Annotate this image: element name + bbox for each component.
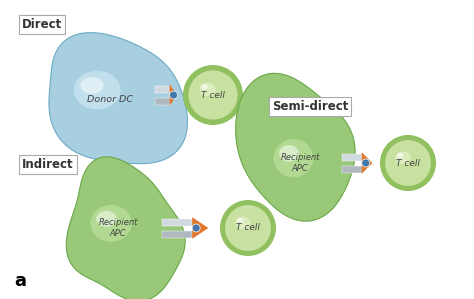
Circle shape (188, 70, 237, 120)
Text: Indirect: Indirect (22, 158, 73, 171)
Polygon shape (170, 84, 177, 106)
Circle shape (362, 159, 370, 167)
Circle shape (225, 205, 271, 251)
Ellipse shape (91, 205, 132, 242)
Circle shape (192, 224, 200, 232)
Text: Semi-direct: Semi-direct (272, 100, 348, 113)
Circle shape (170, 91, 178, 99)
Polygon shape (192, 217, 209, 239)
Ellipse shape (279, 145, 299, 162)
Text: T cell: T cell (201, 91, 225, 100)
Ellipse shape (80, 77, 104, 94)
Text: Recipient
APC: Recipient APC (98, 218, 137, 238)
Circle shape (385, 140, 431, 186)
Ellipse shape (237, 218, 243, 223)
Polygon shape (342, 153, 362, 161)
Polygon shape (236, 73, 355, 221)
Polygon shape (155, 86, 170, 92)
Ellipse shape (397, 153, 403, 158)
Ellipse shape (235, 217, 251, 229)
Circle shape (183, 65, 243, 125)
Polygon shape (49, 33, 187, 164)
Text: Recipient
APC: Recipient APC (280, 153, 319, 173)
Ellipse shape (74, 71, 120, 109)
Ellipse shape (273, 139, 313, 177)
Polygon shape (362, 152, 373, 174)
Circle shape (220, 200, 276, 256)
Ellipse shape (201, 84, 208, 89)
Text: a: a (14, 272, 26, 290)
Text: Donor DC: Donor DC (87, 95, 133, 104)
Polygon shape (342, 166, 362, 173)
Text: T cell: T cell (396, 158, 420, 167)
Text: T cell: T cell (236, 223, 260, 233)
Circle shape (380, 135, 436, 191)
Polygon shape (162, 231, 192, 237)
Polygon shape (66, 157, 185, 299)
Text: Direct: Direct (22, 18, 62, 31)
Ellipse shape (96, 211, 117, 227)
Ellipse shape (200, 83, 216, 96)
Ellipse shape (395, 152, 410, 164)
Polygon shape (162, 219, 192, 225)
Polygon shape (155, 97, 170, 104)
